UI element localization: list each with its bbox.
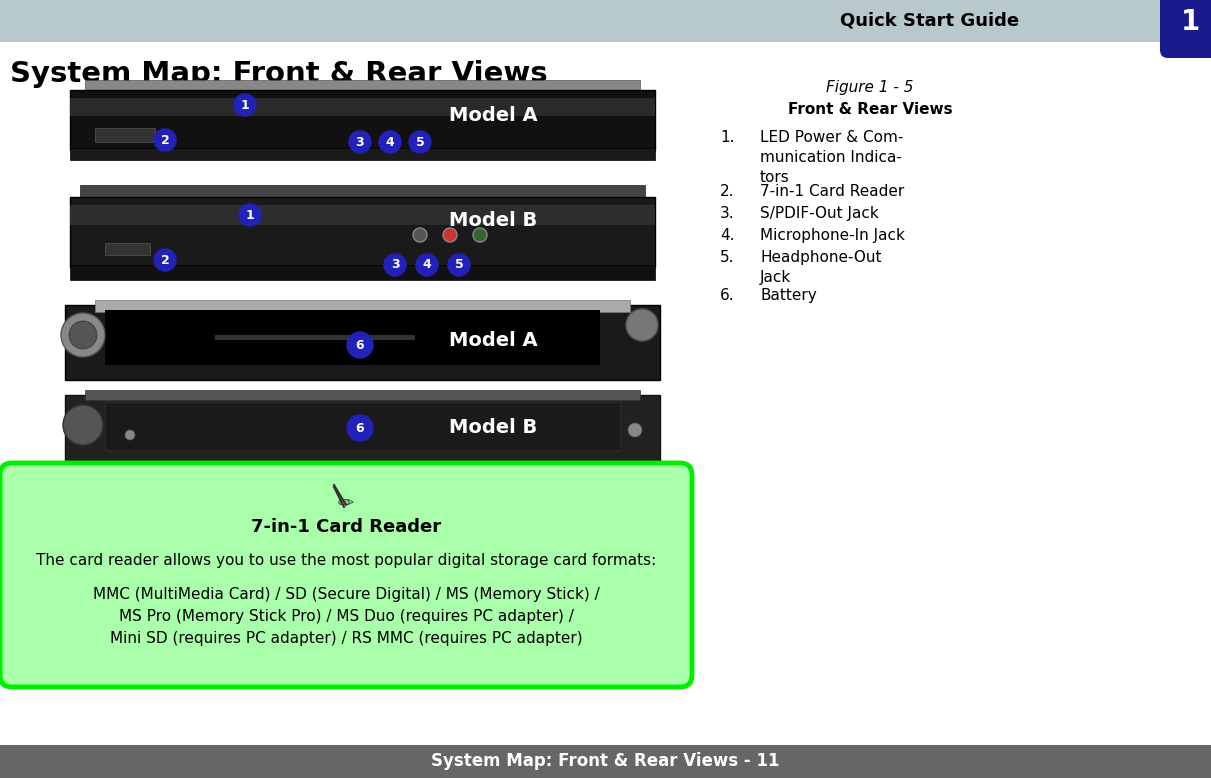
Circle shape <box>348 415 373 441</box>
Bar <box>70 197 655 267</box>
Bar <box>105 402 620 450</box>
Text: System Map: Front & Rear Views: System Map: Front & Rear Views <box>10 60 547 88</box>
Circle shape <box>348 332 373 358</box>
Text: ✏: ✏ <box>338 493 354 513</box>
FancyBboxPatch shape <box>0 0 1173 42</box>
Text: 7-in-1 Card Reader: 7-in-1 Card Reader <box>761 184 905 199</box>
Text: MS Pro (Memory Stick Pro) / MS Duo (requires PC adapter) /: MS Pro (Memory Stick Pro) / MS Duo (requ… <box>119 609 574 625</box>
Text: 1.: 1. <box>721 130 735 145</box>
Text: 3.: 3. <box>721 206 735 221</box>
Circle shape <box>154 129 176 151</box>
Circle shape <box>629 423 642 437</box>
FancyBboxPatch shape <box>1160 0 1211 58</box>
Text: 4: 4 <box>423 258 431 272</box>
Bar <box>94 128 155 142</box>
Text: Battery: Battery <box>761 288 816 303</box>
Text: 2.: 2. <box>721 184 735 199</box>
Text: 3: 3 <box>356 135 365 149</box>
Circle shape <box>379 131 401 153</box>
Text: 3: 3 <box>391 258 400 272</box>
Text: Model A: Model A <box>449 331 538 349</box>
Bar <box>65 305 660 380</box>
Text: 2: 2 <box>161 134 170 146</box>
Bar <box>105 310 599 365</box>
Text: 6: 6 <box>356 338 365 352</box>
Circle shape <box>349 131 371 153</box>
Text: Figure 1 - 5: Figure 1 - 5 <box>826 80 914 95</box>
Bar <box>70 148 655 160</box>
Circle shape <box>448 254 470 276</box>
Text: 1: 1 <box>246 209 254 222</box>
Text: S/PDIF-Out Jack: S/PDIF-Out Jack <box>761 206 879 221</box>
Circle shape <box>234 94 256 116</box>
Text: 1: 1 <box>1181 8 1200 36</box>
Text: Microphone-In Jack: Microphone-In Jack <box>761 228 905 243</box>
Circle shape <box>69 321 97 349</box>
Text: 1: 1 <box>241 99 249 111</box>
Circle shape <box>61 313 105 357</box>
Circle shape <box>384 254 406 276</box>
Circle shape <box>154 249 176 271</box>
Bar <box>0 745 1211 778</box>
Text: 4: 4 <box>385 135 395 149</box>
Text: 4.: 4. <box>721 228 735 243</box>
Text: MMC (MultiMedia Card) / SD (Secure Digital) / MS (Memory Stick) /: MMC (MultiMedia Card) / SD (Secure Digit… <box>92 587 599 602</box>
Text: Model A: Model A <box>449 106 538 124</box>
Circle shape <box>125 430 134 440</box>
Text: 5: 5 <box>454 258 464 272</box>
Text: 6: 6 <box>356 422 365 434</box>
Text: Mini SD (requires PC adapter) / RS MMC (requires PC adapter): Mini SD (requires PC adapter) / RS MMC (… <box>110 632 582 647</box>
Bar <box>94 300 630 312</box>
Circle shape <box>417 254 438 276</box>
Circle shape <box>239 204 262 226</box>
Bar <box>216 335 415 340</box>
Bar <box>85 80 639 92</box>
Text: System Map: Front & Rear Views - 11: System Map: Front & Rear Views - 11 <box>431 752 779 770</box>
Circle shape <box>474 228 487 242</box>
Bar <box>70 205 655 225</box>
Circle shape <box>413 228 427 242</box>
Text: 6.: 6. <box>721 288 735 303</box>
Text: Model B: Model B <box>449 211 538 230</box>
Text: Front & Rear Views: Front & Rear Views <box>787 102 952 117</box>
Bar <box>70 265 655 280</box>
Text: Model B: Model B <box>449 418 538 437</box>
Bar <box>70 98 655 116</box>
Text: 7-in-1 Card Reader: 7-in-1 Card Reader <box>251 518 441 536</box>
Text: LED Power & Com-
munication Indica-
tors: LED Power & Com- munication Indica- tors <box>761 130 903 184</box>
Text: 5.: 5. <box>721 250 735 265</box>
Circle shape <box>626 309 658 341</box>
Circle shape <box>409 131 431 153</box>
Text: Headphone-Out
Jack: Headphone-Out Jack <box>761 250 882 285</box>
Bar <box>65 395 660 465</box>
Bar <box>70 90 655 150</box>
Text: 2: 2 <box>161 254 170 267</box>
Text: The card reader allows you to use the most popular digital storage card formats:: The card reader allows you to use the mo… <box>36 552 656 567</box>
Text: 5: 5 <box>415 135 424 149</box>
Text: Quick Start Guide: Quick Start Guide <box>840 11 1020 29</box>
Circle shape <box>443 228 457 242</box>
Circle shape <box>63 405 103 445</box>
Bar <box>85 390 639 400</box>
Bar <box>80 185 645 199</box>
Bar <box>105 243 150 255</box>
FancyBboxPatch shape <box>0 463 691 687</box>
